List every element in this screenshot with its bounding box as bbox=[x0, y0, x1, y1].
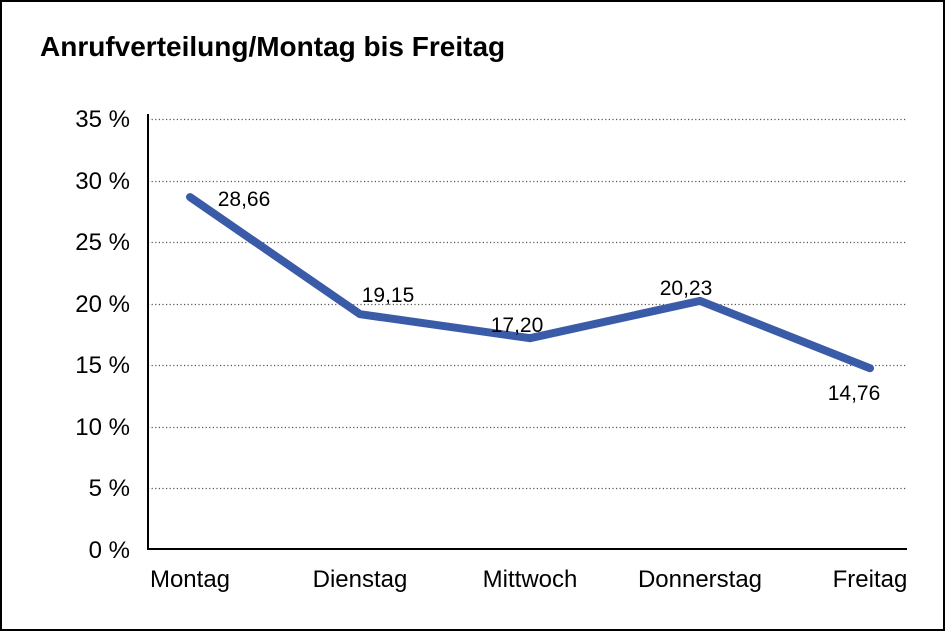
x-category-label: Mittwoch bbox=[483, 566, 578, 593]
y-tick-label: 10 % bbox=[75, 414, 130, 441]
data-label: 20,23 bbox=[660, 277, 713, 300]
data-label: 14,76 bbox=[828, 382, 881, 405]
y-tick-label: 20 % bbox=[75, 291, 130, 318]
y-tick-label: 35 % bbox=[75, 106, 130, 133]
y-tick-label: 15 % bbox=[75, 352, 130, 379]
y-tick-label: 30 % bbox=[75, 168, 130, 195]
y-tick-label: 25 % bbox=[75, 229, 130, 256]
y-tick-label: 5 % bbox=[89, 475, 130, 502]
x-category-label: Freitag bbox=[833, 566, 908, 593]
data-label: 28,66 bbox=[218, 188, 271, 211]
x-category-label: Montag bbox=[150, 566, 230, 593]
chart-title: Anrufverteilung/Montag bis Freitag bbox=[40, 31, 506, 62]
data-label: 17,20 bbox=[491, 314, 544, 337]
data-line bbox=[186, 193, 874, 373]
x-category-label: Dienstag bbox=[313, 566, 408, 593]
data-label: 19,15 bbox=[362, 284, 415, 307]
x-category-label: Donnerstag bbox=[638, 566, 762, 593]
y-tick-label: 0 % bbox=[89, 537, 130, 564]
